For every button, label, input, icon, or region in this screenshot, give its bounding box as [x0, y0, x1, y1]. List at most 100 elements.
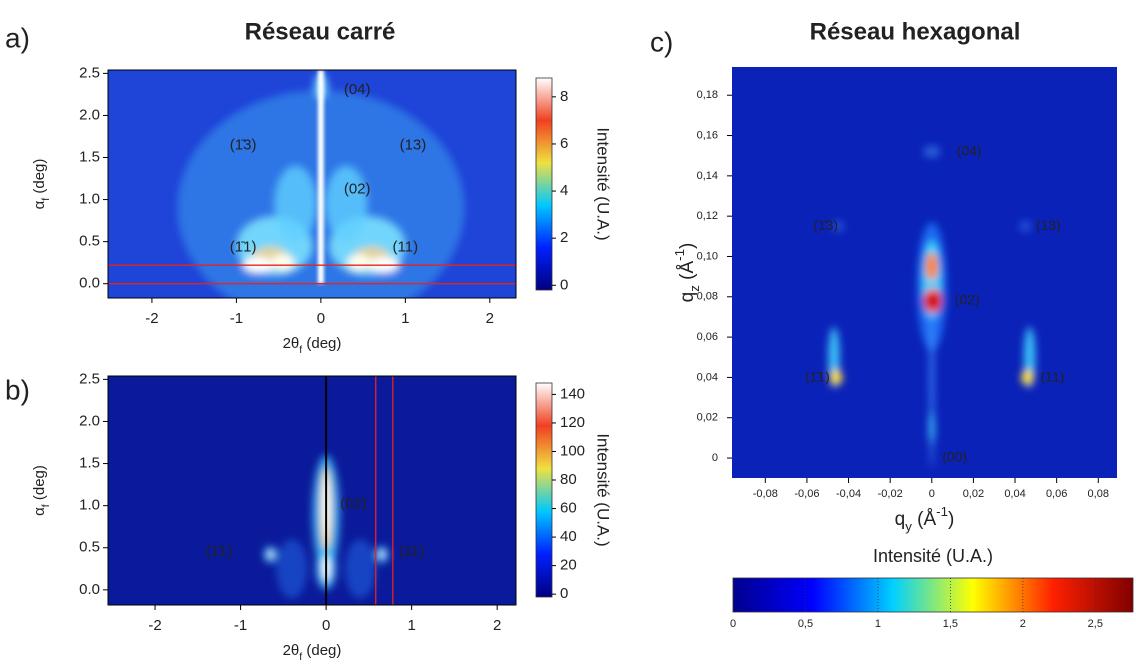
colorbar-tick-label: 40	[560, 528, 577, 545]
y-axis-label: qz (Å-1)	[672, 243, 702, 303]
y-tick-label: 1.0	[79, 497, 100, 514]
label-part: (deg)	[302, 335, 341, 352]
x-tick-label: 0	[322, 617, 330, 634]
intensity-blob	[1019, 220, 1032, 233]
panel-label: c)	[650, 26, 673, 57]
peak-label: (13)	[1036, 217, 1061, 233]
colorbar-tick-label: 2	[560, 229, 568, 246]
peak-label: (04)	[957, 142, 982, 158]
colorbar-tick-label: 1	[875, 618, 881, 630]
colorbar-tick-label: 2,5	[1088, 618, 1103, 630]
y-tick-label: 2.5	[79, 370, 100, 387]
label-part: )	[677, 243, 698, 249]
y-tick-label: 0.5	[79, 539, 100, 556]
peak-label: (00)	[942, 449, 967, 465]
label-part: (deg)	[31, 465, 48, 504]
label-part: y	[905, 519, 912, 534]
heatmap	[108, 70, 516, 298]
label-part: q	[895, 509, 906, 530]
colorbar-tick-label: 120	[560, 414, 585, 431]
label-part: f	[40, 198, 52, 201]
peak-label: (1̄1)	[805, 369, 830, 385]
peak-label: (11)	[1041, 369, 1065, 385]
colorbar-tick-label: 0,5	[798, 618, 813, 630]
x-tick-label: -0,04	[836, 488, 861, 500]
panel-label: b)	[5, 374, 30, 405]
x-tick-label: -2	[145, 310, 158, 327]
x-axis-label: 2θf (deg)	[283, 642, 342, 663]
intensity-blob	[379, 551, 385, 558]
label-part: α	[31, 507, 48, 516]
colorbar-tick-label: 4	[560, 182, 568, 199]
peak-label: (1̄1)	[206, 543, 233, 560]
y-tick-label: 0,14	[697, 170, 718, 182]
label-part: (Å	[677, 260, 698, 285]
panel-title: Réseau hexagonal	[810, 18, 1021, 45]
label-part: f	[40, 504, 52, 507]
y-tick-label: 1.5	[79, 455, 100, 472]
label-part: )	[948, 509, 954, 530]
colorbar	[535, 382, 553, 598]
peak-label: (11)	[393, 238, 419, 255]
intensity-blob	[927, 293, 939, 308]
heatmap	[732, 67, 1117, 478]
colorbar-tick-label: 2	[1020, 618, 1026, 630]
x-tick-label: 0	[317, 310, 325, 327]
y-tick-label: 0,10	[697, 250, 718, 262]
intensity-blob	[928, 411, 935, 444]
intensity-blob	[271, 254, 295, 272]
peak-label: (1̄3)	[230, 137, 257, 154]
y-tick-label: 0,16	[697, 129, 718, 141]
x-tick-label: 0	[929, 488, 935, 500]
label-part: f	[299, 344, 302, 356]
peak-label: (1̄1)	[230, 238, 257, 255]
colorbar-label: Intensité (U.A.)	[594, 433, 613, 546]
x-tick-label: -1	[234, 617, 247, 634]
y-axis-label: αf (deg)	[31, 159, 52, 210]
label-part: (Å	[912, 509, 937, 530]
y-tick-label: 0,18	[697, 89, 718, 101]
specular-streak	[317, 70, 324, 284]
heatmap-background	[108, 376, 516, 605]
x-tick-label: 2	[486, 310, 494, 327]
colorbar-tick-label: 140	[560, 385, 585, 402]
colorbar-label: Intensité (U.A.)	[873, 546, 993, 566]
plot-frame	[107, 69, 517, 299]
colorbar-tick-label: 1,5	[943, 618, 958, 630]
intensity-blob	[923, 145, 941, 158]
y-tick-label: 2.5	[79, 64, 100, 81]
colorbar-tick-label: 100	[560, 442, 585, 459]
peak-label: (02)	[955, 292, 980, 308]
x-tick-label: -1	[230, 310, 243, 327]
y-tick-label: 0.0	[79, 581, 100, 598]
y-axis-label: αf (deg)	[31, 465, 52, 516]
label-part: q	[677, 292, 698, 303]
y-tick-label: 2.0	[79, 412, 100, 429]
y-tick-label: 0.0	[79, 275, 100, 292]
panel-title: Réseau carré	[245, 18, 396, 45]
colorbar-tick-label: 60	[560, 500, 577, 517]
intensity-blob	[831, 220, 845, 233]
x-tick-label: 1	[407, 617, 415, 634]
colorbar-tick-label: 0	[560, 585, 568, 602]
y-tick-label: 1.5	[79, 148, 100, 165]
label-part: (deg)	[302, 642, 341, 659]
colorbar	[732, 577, 1134, 613]
y-tick-label: 0,06	[697, 331, 718, 343]
x-axis-label: 2θf (deg)	[283, 335, 342, 356]
x-tick-label: -0,08	[753, 488, 778, 500]
x-tick-label: -0,06	[794, 488, 819, 500]
colorbar-tick-label: 20	[560, 557, 577, 574]
y-tick-label: 0	[712, 452, 718, 464]
label-part: 2θ	[283, 642, 300, 659]
intensity-blob	[274, 165, 317, 242]
colorbar-tick-label: 80	[560, 471, 577, 488]
label-part: -1	[672, 249, 687, 261]
intensity-blob	[267, 551, 274, 558]
colorbar-tick-label: 8	[560, 88, 568, 105]
peak-label: (02)	[340, 495, 367, 512]
x-tick-label: 0,02	[963, 488, 984, 500]
peak-label: (13)	[400, 137, 427, 154]
peak-label: (11)	[399, 543, 425, 560]
